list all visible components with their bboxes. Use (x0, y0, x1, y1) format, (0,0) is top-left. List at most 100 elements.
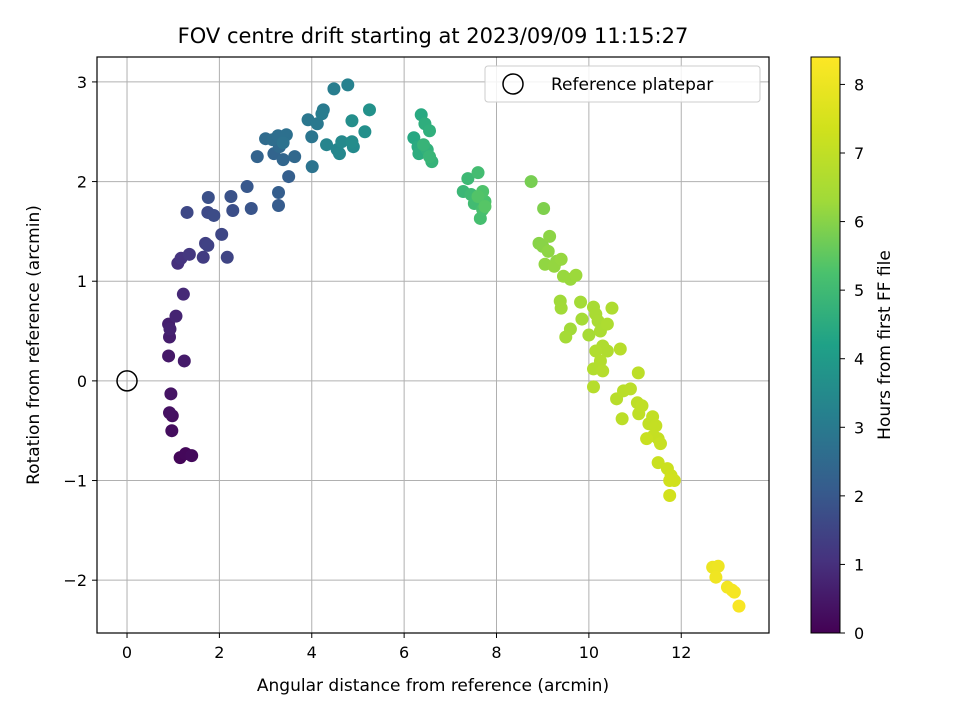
y-axis-ticks: −2 −1 0 1 2 3 (63, 73, 97, 590)
data-point (593, 354, 607, 368)
data-point (182, 247, 196, 261)
data-point (559, 330, 573, 344)
legend-box (484, 65, 761, 103)
data-point (575, 312, 589, 326)
data-point (240, 180, 254, 194)
data-point (288, 150, 302, 164)
data-point (635, 399, 649, 413)
data-point (163, 322, 177, 336)
data-point (201, 238, 215, 252)
x-tick-label: 2 (214, 643, 224, 662)
data-point (362, 103, 376, 117)
data-point (164, 387, 178, 401)
y-tick-label: 3 (77, 73, 87, 92)
data-point (600, 317, 614, 331)
x-tick-label: 10 (579, 643, 599, 662)
data-point (543, 229, 557, 243)
data-point (471, 190, 485, 204)
y-tick-label: 0 (77, 372, 87, 391)
data-point (649, 419, 663, 433)
data-point (471, 166, 485, 180)
data-point (423, 124, 437, 138)
plot-frame (96, 56, 770, 634)
colorbar-gradient (810, 56, 841, 634)
colorbar-tick-label: 7 (854, 144, 864, 163)
data-point (327, 82, 341, 96)
x-tick-label: 4 (307, 643, 317, 662)
data-point (207, 208, 221, 222)
data-point (569, 268, 583, 282)
data-point (574, 295, 588, 309)
x-tick-label: 8 (491, 643, 501, 662)
data-point (461, 172, 475, 186)
data-point (478, 199, 492, 213)
data-point (725, 583, 739, 597)
colorbar-tick-label: 2 (854, 487, 864, 506)
data-point (423, 150, 437, 164)
data-point (640, 432, 654, 446)
data-point (272, 186, 286, 200)
data-point (653, 437, 667, 451)
data-point (335, 135, 349, 149)
data-point (163, 406, 177, 420)
data-point (663, 488, 677, 502)
reference-point-marker (116, 370, 138, 392)
data-point (623, 382, 637, 396)
colorbar-label: Hours from first FF file (875, 250, 895, 440)
data-point (165, 424, 179, 438)
data-point (613, 342, 627, 356)
data-point (201, 191, 215, 205)
data-point (582, 328, 596, 342)
data-point (196, 250, 210, 264)
data-point (215, 227, 229, 241)
data-point (176, 287, 190, 301)
data-point (651, 456, 665, 470)
data-point (180, 205, 194, 219)
data-point (305, 130, 319, 144)
data-point (305, 160, 319, 174)
data-point (224, 190, 238, 204)
x-tick-label: 12 (671, 643, 691, 662)
data-point (310, 117, 324, 131)
data-point (586, 380, 600, 394)
data-point (615, 412, 629, 426)
y-tick-label: 2 (77, 173, 87, 192)
legend-entry-label: Reference platepar (551, 75, 713, 95)
colorbar-tick-label: 1 (854, 555, 864, 574)
data-point (162, 349, 176, 363)
data-point (596, 364, 610, 378)
data-point (663, 474, 677, 488)
data-point (554, 252, 568, 266)
data-point (711, 559, 725, 573)
data-point (524, 175, 538, 189)
data-point (185, 449, 199, 463)
data-point (320, 138, 334, 152)
data-point (244, 201, 258, 215)
data-point (272, 198, 286, 212)
data-point (537, 201, 551, 215)
colorbar-tick-label: 4 (854, 350, 864, 369)
data-point (631, 366, 645, 380)
data-point (315, 107, 329, 121)
data-point (177, 354, 191, 368)
data-point (600, 344, 614, 358)
y-axis-label: Rotation from reference (arcmin) (24, 205, 44, 485)
x-tick-label: 6 (399, 643, 409, 662)
data-point (169, 309, 183, 323)
data-point (345, 135, 359, 149)
colorbar-ticks: 0 1 2 3 4 5 6 7 8 (840, 75, 864, 643)
data-point (589, 344, 603, 358)
data-point (276, 136, 290, 150)
colorbar-tick-label: 3 (854, 418, 864, 437)
colorbar: 0 1 2 3 4 5 6 7 8 Hours from first FF file (810, 56, 895, 643)
data-point (709, 570, 723, 584)
data-point (358, 125, 372, 139)
chart-title: FOV centre drift starting at 2023/09/09 … (178, 24, 689, 48)
legend-marker-icon (502, 73, 524, 95)
x-axis-label: Angular distance from reference (arcmin) (257, 676, 609, 696)
colorbar-tick-label: 8 (854, 75, 864, 94)
colorbar-tick-label: 6 (854, 213, 864, 232)
data-point (220, 250, 234, 264)
data-point (341, 78, 355, 92)
